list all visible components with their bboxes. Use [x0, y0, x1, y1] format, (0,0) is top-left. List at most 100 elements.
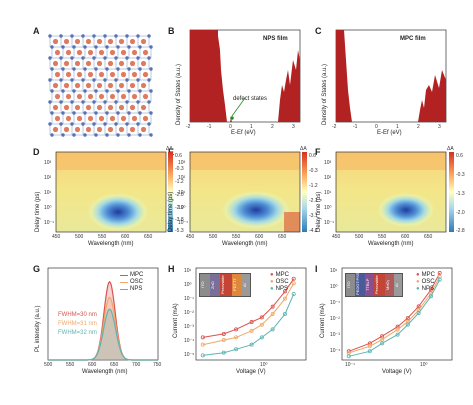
ytick-f-1: 10² [324, 175, 332, 181]
xtick-c-4: 2 [417, 124, 420, 130]
xtick-i-1: 10⁰ [420, 362, 428, 368]
legend-i: ● MPC ● OSC ● NPS [416, 272, 435, 293]
iv-point-nps [428, 294, 433, 299]
xlabel-e: Wavelength (nm) [222, 241, 268, 247]
legend-h-osc: ● OSC [270, 279, 289, 285]
atom-pb [61, 111, 65, 115]
atom-cation [76, 71, 83, 78]
crystal-structure-image [48, 34, 153, 137]
atom-pb [138, 45, 142, 49]
atom-cation [118, 126, 125, 133]
iv-line-osc [202, 283, 295, 346]
cbar-d-0: 0.6 [175, 153, 182, 159]
atom-cation [140, 38, 147, 45]
ytick-i-3: 10⁻² [330, 316, 340, 322]
xtick-d-1: 500 [75, 234, 84, 240]
dos-ylabel-b: Density of States (a.u.) [176, 63, 182, 125]
legend-h-mpc: ● MPC [270, 272, 289, 278]
cbar-e-2: -1.2 [309, 183, 318, 189]
atom-pb [116, 111, 120, 115]
iv-point-mpc [437, 271, 442, 276]
iv-plot-h [195, 267, 307, 361]
xtick-b-2: 0 [229, 124, 232, 130]
ytick-h-0: 10¹ [184, 268, 192, 274]
ytick-d-2: 10¹ [44, 190, 52, 196]
cbar-d-4: -2.9 [175, 205, 184, 211]
panel-letter-i: I [315, 264, 318, 274]
atom-cation [107, 38, 114, 45]
atom-pb [116, 133, 120, 137]
xtick-b-5: 3 [292, 124, 295, 130]
colorbar-f [449, 152, 454, 232]
xtick-d-3: 600 [121, 234, 130, 240]
legend-i-nps: ● NPS [416, 286, 434, 292]
ytick-h-3: 10⁻² [184, 310, 194, 316]
xtick-i-0: 10⁻¹ [345, 362, 355, 368]
iv-point-mpc [234, 327, 239, 332]
ytick-h-2: 10⁻¹ [184, 296, 194, 302]
atom-pb [103, 34, 107, 38]
atom-cation [87, 115, 94, 122]
atom-cation [74, 104, 81, 111]
ylabel-g: PL intensity (a.u.) [35, 305, 41, 352]
xtick-g-4: 700 [132, 362, 141, 368]
layer-perovskite-h: Perovskite [220, 274, 232, 296]
layer-al-h: Al [242, 274, 250, 296]
atom-cation [65, 71, 72, 78]
panel-letter-h: H [168, 264, 175, 274]
ylabel-d: Delay time (ps) [35, 191, 41, 232]
cbar-f-4: -2.8 [456, 228, 465, 234]
atom-cation [109, 93, 116, 100]
atom-cation [118, 60, 125, 67]
cbar-title-f: ΔA [447, 146, 454, 152]
xtick-h-0: 10⁰ [260, 362, 268, 368]
atom-pb [50, 67, 54, 71]
xtick-f-4: 650 [424, 234, 433, 240]
atom-pb [114, 78, 118, 82]
cbar-title-e: ΔA [300, 146, 307, 152]
atom-cation [131, 93, 138, 100]
iv-point-mpc [249, 320, 254, 325]
atom-pb [61, 45, 65, 49]
atom-pb [48, 122, 52, 126]
iv-point-nps [221, 350, 226, 355]
xtick-c-3: 1 [396, 124, 399, 130]
iv-point-osc [234, 335, 239, 340]
atom-cation [129, 126, 136, 133]
iv-line-mpc [202, 278, 295, 338]
xtick-b-0: -2 [186, 124, 191, 130]
atom-cation [109, 71, 116, 78]
iv-point-osc [259, 322, 264, 327]
xtick-c-1: -1 [353, 124, 358, 130]
atom-pb [59, 78, 63, 82]
atom-cation [109, 115, 116, 122]
atom-cation [65, 49, 72, 56]
iv-line-osc [348, 276, 441, 354]
atom-cation [140, 82, 147, 89]
iv-point-mpc [221, 331, 226, 336]
atom-pb [70, 122, 74, 126]
iv-point-mpc [270, 304, 275, 309]
atom-cation [63, 38, 70, 45]
dos-right-band [278, 50, 300, 122]
legend-g-mpc: MPC [120, 272, 143, 279]
iv-point-osc [249, 328, 254, 333]
atom-cation [65, 93, 72, 100]
atom-cation [96, 126, 103, 133]
layer-ito-i: ITO [346, 274, 355, 296]
atom-pb [116, 67, 120, 71]
xtick-f-2: 550 [378, 234, 387, 240]
layer-pedot-i: PEDOT:PSS [355, 273, 365, 296]
atom-cation [96, 82, 103, 89]
colorbar-d [168, 152, 173, 232]
atom-pb [50, 89, 54, 93]
atom-cation [109, 49, 116, 56]
panel-letter-g: G [33, 264, 41, 274]
iv-point-osc [282, 296, 287, 301]
fwhm-mpc: FWHM=30 nm [58, 312, 97, 318]
atom-cation [85, 126, 92, 133]
atom-pb [50, 45, 54, 49]
atom-pb [83, 67, 87, 71]
atom-cation [96, 104, 103, 111]
atom-pb [149, 45, 153, 49]
